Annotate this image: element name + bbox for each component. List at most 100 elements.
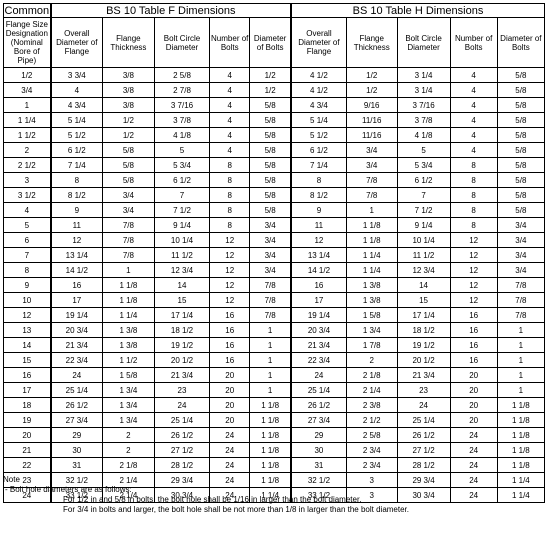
cell-h-overall-diameter: 29 bbox=[289, 427, 347, 443]
cell-f-bolt-diameter: 1 bbox=[249, 322, 292, 338]
cell-f-bolt-circle: 12 3/4 bbox=[153, 262, 211, 278]
cell-h-overall-diameter: 30 bbox=[289, 442, 347, 458]
cell-f-overall-diameter: 25 1/4 bbox=[49, 382, 103, 398]
cell-f-bolt-diameter: 1/2 bbox=[249, 67, 292, 83]
cell-size: 2 bbox=[2, 142, 52, 158]
cell-h-bolt-count: 24 bbox=[449, 487, 498, 503]
cell-h-bolt-diameter: 5/8 bbox=[496, 127, 546, 143]
cell-f-overall-diameter: 4 bbox=[49, 82, 103, 98]
cell-f-bolt-count: 16 bbox=[209, 337, 251, 353]
col-header-h-bolt-circle: Bolt Circle Diameter bbox=[396, 17, 451, 68]
cell-size: 6 bbox=[2, 232, 52, 248]
cell-h-bolt-diameter: 1 1/8 bbox=[496, 457, 546, 473]
cell-f-bolt-count: 8 bbox=[209, 202, 251, 218]
table-row: 19 27 3/4 1 3/4 25 1/4 20 1 1/8 27 3/4 2 1/2 25 … bbox=[2, 412, 546, 428]
cell-f-thickness: 1 3/4 bbox=[101, 397, 155, 413]
cell-h-bolt-circle: 7 bbox=[396, 187, 451, 203]
cell-h-bolt-count: 8 bbox=[449, 157, 498, 173]
cell-size: 21 bbox=[2, 442, 52, 458]
table-row: 4 9 3/4 7 1/2 8 5/8 9 1 7 1/2 8 5/8 bbox=[2, 202, 546, 218]
table-row: 1 1/2 5 1/2 1/2 4 1/8 4 5/8 5 1/2 11/16 4 1/8 4 5/… bbox=[2, 127, 546, 143]
cell-h-overall-diameter: 16 bbox=[289, 277, 347, 293]
cell-h-overall-diameter: 33 1/2 bbox=[289, 487, 347, 503]
table-row: 3/4 4 3/8 2 7/8 4 1/2 4 1/2 1/2 3 1/4 4 5/8 bbox=[2, 82, 546, 98]
notes-bullet: - Bolt hole diameters are as follows: bbox=[5, 485, 132, 494]
cell-h-bolt-circle: 19 1/2 bbox=[396, 337, 451, 353]
cell-f-bolt-count: 4 bbox=[209, 142, 251, 158]
cell-f-bolt-circle: 30 3/4 bbox=[153, 487, 211, 503]
cell-h-thickness: 2 bbox=[345, 352, 398, 368]
cell-h-bolt-count: 4 bbox=[449, 142, 498, 158]
cell-h-bolt-circle: 21 3/4 bbox=[396, 367, 451, 383]
col-header-h-bolt-diameter: Diameter of Bolts bbox=[496, 17, 546, 68]
cell-f-bolt-diameter: 7/8 bbox=[249, 307, 292, 323]
cell-h-overall-diameter: 5 1/4 bbox=[289, 112, 347, 128]
cell-h-thickness: 2 1/4 bbox=[345, 382, 398, 398]
cell-f-bolt-circle: 25 1/4 bbox=[153, 412, 211, 428]
cell-h-thickness: 2 1/8 bbox=[345, 367, 398, 383]
cell-h-bolt-diameter: 5/8 bbox=[496, 172, 546, 188]
cell-f-bolt-count: 16 bbox=[209, 307, 251, 323]
cell-f-thickness: 3/4 bbox=[101, 202, 155, 218]
cell-f-overall-diameter: 29 bbox=[49, 427, 103, 443]
cell-f-bolt-count: 12 bbox=[209, 247, 251, 263]
table-row: 7 13 1/4 7/8 11 1/2 12 3/4 13 1/4 1 1/4 11 1/2 12… bbox=[2, 247, 546, 263]
cell-f-bolt-count: 16 bbox=[209, 352, 251, 368]
table-row: 1 1/4 5 1/4 1/2 3 7/8 4 5/8 5 1/4 11/16 3 7/8 4 5/… bbox=[2, 112, 546, 128]
cell-size: 8 bbox=[2, 262, 52, 278]
cell-h-bolt-count: 4 bbox=[449, 97, 498, 113]
cell-f-bolt-circle: 27 1/2 bbox=[153, 442, 211, 458]
col-header-h-overall-diameter: Overall Diameter of Flange bbox=[289, 17, 347, 68]
notes-title: Note bbox=[3, 475, 20, 484]
cell-f-overall-diameter: 7 1/4 bbox=[49, 157, 103, 173]
cell-f-bolt-circle: 3 7/8 bbox=[153, 112, 211, 128]
table-f-group-header: BS 10 Table F Dimensions bbox=[49, 3, 292, 18]
cell-f-bolt-diameter: 1 bbox=[249, 367, 292, 383]
cell-f-bolt-diameter: 5/8 bbox=[249, 157, 292, 173]
cell-h-bolt-circle: 5 bbox=[396, 142, 451, 158]
cell-h-bolt-diameter: 1 bbox=[496, 382, 546, 398]
cell-h-thickness: 1 1/8 bbox=[345, 217, 398, 233]
cell-f-thickness: 1 3/8 bbox=[101, 322, 155, 338]
cell-f-overall-diameter: 27 3/4 bbox=[49, 412, 103, 428]
cell-f-bolt-circle: 17 1/4 bbox=[153, 307, 211, 323]
cell-f-bolt-circle: 11 1/2 bbox=[153, 247, 211, 263]
col-header-f-bolt-count: Number of Bolts bbox=[209, 17, 251, 68]
cell-f-bolt-count: 24 bbox=[209, 457, 251, 473]
cell-f-bolt-count: 16 bbox=[209, 322, 251, 338]
cell-h-bolt-circle: 27 1/2 bbox=[396, 442, 451, 458]
table-row: 13 20 3/4 1 3/8 18 1/2 16 1 20 3/4 1 3/4 18 1/2 1… bbox=[2, 322, 546, 338]
cell-size: 19 bbox=[2, 412, 52, 428]
cell-size: 15 bbox=[2, 352, 52, 368]
cell-h-bolt-circle: 14 bbox=[396, 277, 451, 293]
cell-h-bolt-count: 16 bbox=[449, 307, 498, 323]
cell-h-thickness: 1 3/8 bbox=[345, 292, 398, 308]
cell-f-thickness: 5/8 bbox=[101, 142, 155, 158]
cell-h-bolt-count: 4 bbox=[449, 82, 498, 98]
table-row: 18 26 1/2 1 3/4 24 20 1 1/8 26 1/2 2 3/8 24 20 1 1… bbox=[2, 397, 546, 413]
notes-line-large-bolts: For 3/4 in bolts and larger, the bolt ho… bbox=[63, 505, 409, 514]
cell-f-bolt-circle: 14 bbox=[153, 277, 211, 293]
cell-h-bolt-circle: 15 bbox=[396, 292, 451, 308]
cell-f-thickness: 2 bbox=[101, 427, 155, 443]
cell-f-bolt-circle: 6 1/2 bbox=[153, 172, 211, 188]
cell-f-bolt-diameter: 1 1/8 bbox=[249, 457, 292, 473]
cell-f-bolt-count: 20 bbox=[209, 397, 251, 413]
cell-f-thickness: 1 3/8 bbox=[101, 337, 155, 353]
cell-size: 1 1/4 bbox=[2, 112, 52, 128]
col-header-h-thickness: Flange Thickness bbox=[345, 17, 398, 68]
cell-h-bolt-circle: 3 7/16 bbox=[396, 97, 451, 113]
cell-h-bolt-circle: 5 3/4 bbox=[396, 157, 451, 173]
cell-f-bolt-circle: 20 1/2 bbox=[153, 352, 211, 368]
cell-size: 1/2 bbox=[2, 67, 52, 83]
cell-h-overall-diameter: 14 1/2 bbox=[289, 262, 347, 278]
cell-h-bolt-diameter: 5/8 bbox=[496, 97, 546, 113]
cell-f-bolt-count: 20 bbox=[209, 382, 251, 398]
cell-f-overall-diameter: 24 bbox=[49, 367, 103, 383]
cell-f-thickness: 2 1/8 bbox=[101, 457, 155, 473]
cell-f-bolt-circle: 10 1/4 bbox=[153, 232, 211, 248]
cell-h-thickness: 11/16 bbox=[345, 112, 398, 128]
cell-f-thickness: 2 1/4 bbox=[101, 487, 155, 503]
cell-f-thickness: 1 5/8 bbox=[101, 367, 155, 383]
